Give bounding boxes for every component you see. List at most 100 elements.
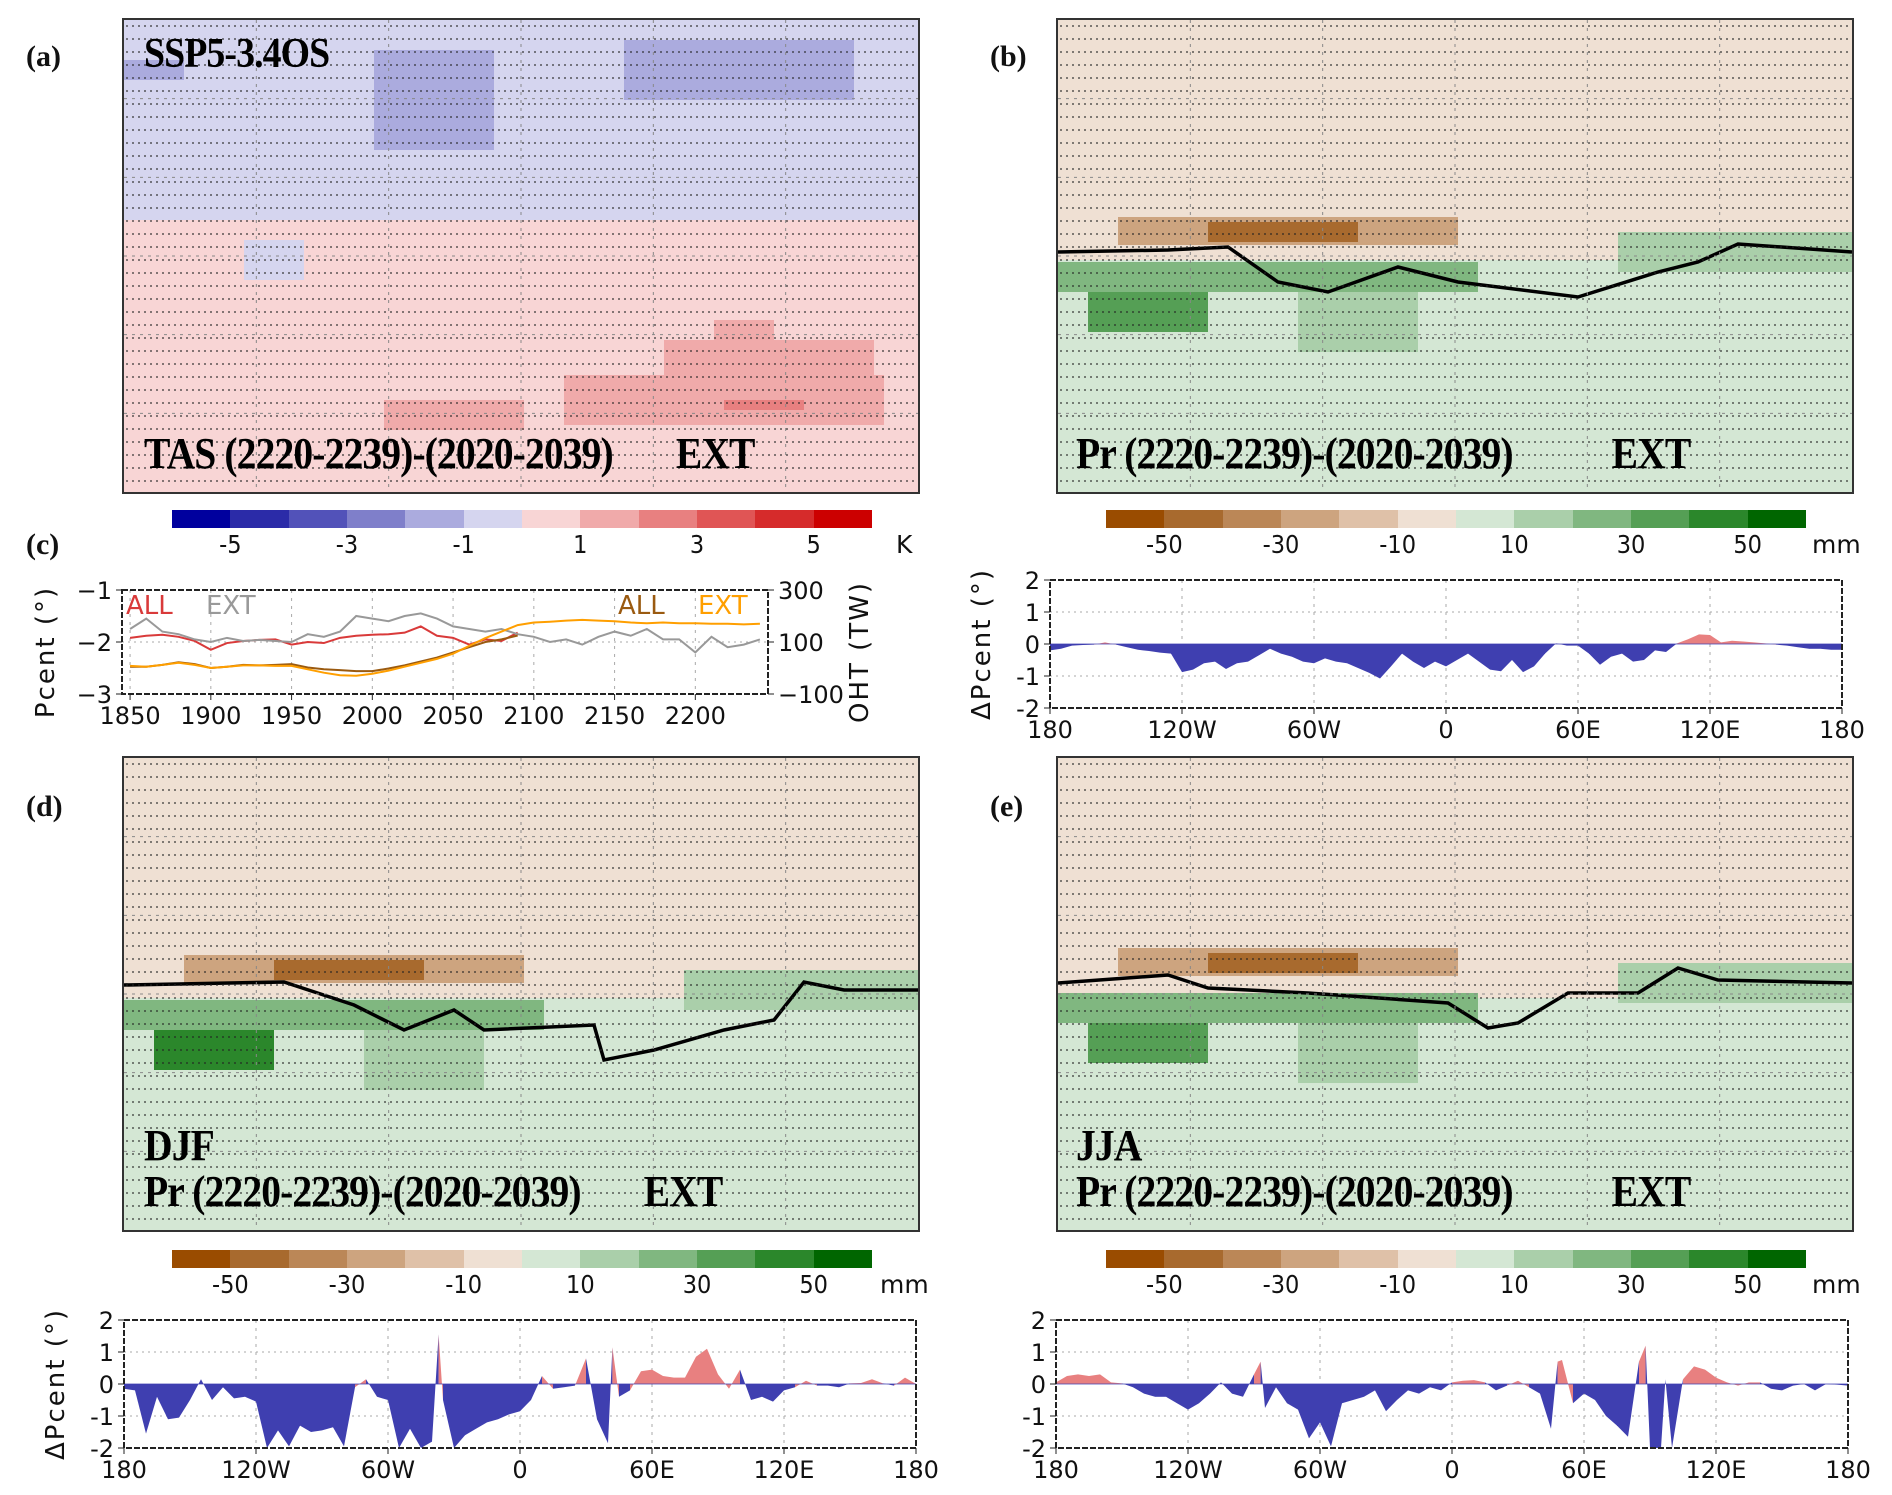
- area-segment: [1133, 1384, 1144, 1394]
- area-segment: [311, 1384, 322, 1432]
- colorbar-swatch: [755, 510, 814, 528]
- area-segment: [399, 1384, 410, 1448]
- series-line-pcent-all: [129, 625, 519, 651]
- colorbar-tick-label: 50: [1733, 530, 1762, 559]
- area-segment: [410, 1384, 421, 1448]
- area-segment: [355, 1379, 366, 1388]
- colorbar-tick-label: -50: [211, 1270, 249, 1299]
- x-tick-label: 60W: [1293, 1456, 1347, 1484]
- colorbar-swatch: [521, 510, 581, 528]
- area-segment: [1072, 644, 1083, 646]
- x-tick-label: 2150: [584, 702, 645, 730]
- area-segment: [1485, 1382, 1496, 1391]
- colorbar-swatch: [1630, 510, 1690, 528]
- area-segment: [1540, 1384, 1551, 1429]
- area-segment: [542, 1376, 553, 1389]
- area-segment: [1105, 642, 1116, 645]
- colorbar-swatch: [1572, 1250, 1631, 1268]
- area-segment: [1578, 644, 1589, 654]
- area-segment: [1177, 1384, 1188, 1410]
- area-segment: [1281, 644, 1292, 657]
- colorbar-swatch: [638, 1250, 697, 1268]
- x-tick-label: 120E: [1686, 1456, 1747, 1484]
- panel-label-e: (e): [990, 790, 1024, 823]
- area-segment: [366, 1379, 377, 1397]
- colorbar-tick-label: -1: [452, 530, 475, 559]
- area-segment: [1248, 644, 1259, 662]
- delta-pcent-plot-b: 2 1 0 -1 -2 180 120W 60W 0 60E 120E 180 ΔPcent (°): [950, 560, 1892, 755]
- colorbar-tick-label: -5: [219, 530, 242, 559]
- area-segment: [1699, 634, 1710, 644]
- area-segment: [1809, 644, 1820, 649]
- area-segment: [652, 1369, 663, 1384]
- x-tick-label: 1900: [180, 702, 241, 730]
- area-segment: [124, 1384, 135, 1391]
- area-segment: [146, 1384, 157, 1434]
- colorbar-tick-label: 10: [1500, 530, 1529, 559]
- y-axis-label: ΔPcent (°): [967, 568, 997, 720]
- area-segment: [762, 1384, 773, 1402]
- area-segment: [1435, 644, 1446, 667]
- x-tick-label: 60E: [1561, 1456, 1607, 1484]
- area-segment: [1138, 644, 1149, 652]
- area-segment: [1512, 644, 1523, 673]
- area-segment: [190, 1379, 201, 1400]
- area-segment: [1606, 1384, 1617, 1426]
- colorbar-swatch: [1514, 510, 1573, 528]
- area-segment: [289, 1384, 300, 1447]
- area-segment: [1529, 1384, 1540, 1394]
- area-segment: [1754, 642, 1765, 644]
- area-segment: [377, 1384, 388, 1400]
- colorbar-swatch: [346, 1250, 406, 1268]
- y-tick-label: -1: [90, 1403, 114, 1431]
- area-segment: [1501, 644, 1512, 672]
- x-tick-label: 120E: [1680, 716, 1741, 744]
- area-segment: [1309, 1384, 1320, 1439]
- area-segment: [1655, 644, 1666, 652]
- colorbar-tick-label: -50: [1145, 1270, 1183, 1299]
- area-segment: [597, 1384, 608, 1444]
- x-tick-label: 60W: [1287, 716, 1341, 744]
- area-segment: [267, 1384, 278, 1448]
- area-segment: [1749, 1382, 1760, 1384]
- area-segment: [1804, 1384, 1815, 1391]
- area-segment: [773, 1384, 784, 1402]
- area-segment: [1193, 644, 1204, 670]
- area-segment: [1056, 1376, 1067, 1384]
- colorbar-swatch: [813, 510, 872, 528]
- area-segment: [1204, 644, 1215, 664]
- map-d-season: DJF: [144, 1121, 215, 1170]
- area-segment: [1644, 644, 1655, 660]
- colorbar-pr-e: [1106, 1250, 1806, 1268]
- area-segment: [278, 1384, 289, 1447]
- x-tick-label: 180: [101, 1456, 147, 1484]
- area-segment: [1721, 640, 1732, 644]
- map-d-title: Pr (2220-2239)-(2020-2039) EXT: [144, 1166, 723, 1217]
- y2-axis-label: OHT (TW): [845, 581, 875, 723]
- area-segment: [1243, 1374, 1254, 1397]
- map-b-field: [1058, 20, 1852, 492]
- significance-stippling: [1058, 758, 1852, 1230]
- area-segment: [1490, 644, 1501, 672]
- area-segment: [1424, 644, 1435, 668]
- area-segment: [1710, 635, 1721, 644]
- area-segment: [1831, 644, 1842, 650]
- area-segment: [1441, 1382, 1452, 1391]
- area-segment: [1683, 1366, 1694, 1384]
- area-segment: [1573, 1384, 1584, 1404]
- colorbar-swatch: [346, 510, 406, 528]
- y-tick-label: 1: [1025, 599, 1040, 627]
- area-segment: [1314, 644, 1325, 664]
- map-b-tag: EXT: [1611, 429, 1692, 478]
- colorbar-swatch: [1164, 510, 1223, 528]
- colorbar-swatch: [1280, 1250, 1340, 1268]
- area-segment: [1375, 1384, 1386, 1412]
- area-segment: [1331, 1384, 1342, 1447]
- area-segment: [619, 1384, 630, 1397]
- area-segment: [531, 1376, 542, 1400]
- area-segment: [718, 1374, 729, 1389]
- colorbar-swatch: [1455, 1250, 1515, 1268]
- colorbar-tick-label: 30: [682, 1270, 712, 1299]
